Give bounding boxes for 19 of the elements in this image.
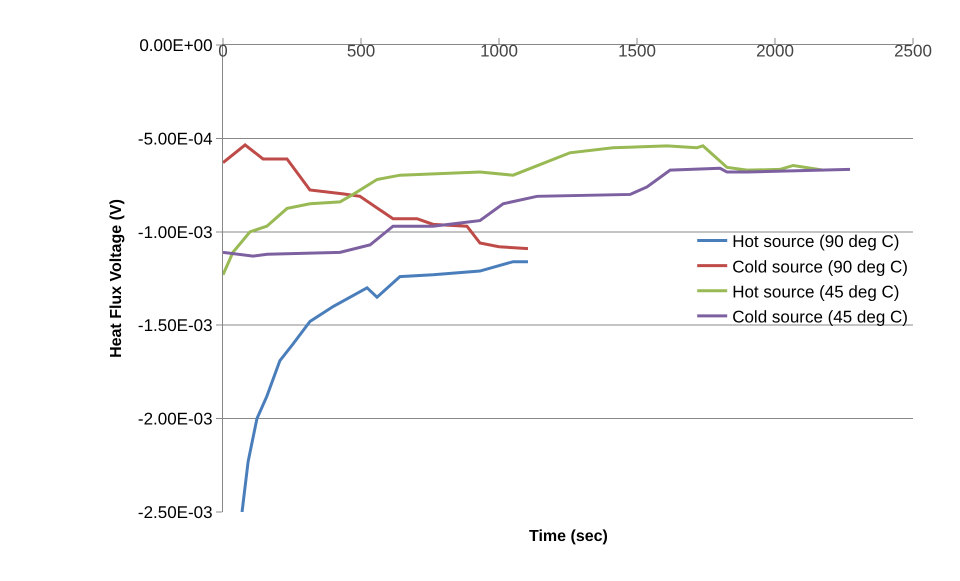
y-axis-title: Heat Flux Voltage (V) (108, 199, 125, 358)
y-tick-label: -1.50E-03 (138, 316, 213, 336)
y-tick-label: -1.00E-03 (138, 222, 213, 242)
legend-label: Cold source (90 deg C) (732, 257, 908, 276)
legend-label: Cold source (45 deg C) (732, 307, 908, 326)
x-tick-label: 1000 (480, 42, 518, 60)
line-series (223, 143, 530, 250)
x-tick-label: 500 (346, 42, 376, 60)
legend-label: Hot source (90 deg C) (732, 232, 900, 252)
y-tick-label: 0.00E+00 (139, 36, 213, 55)
line-series (240, 260, 530, 512)
x-tick-label: 2500 (894, 42, 932, 60)
x-tick-label: 1500 (618, 42, 656, 60)
y-tick-label: -2.00E-03 (138, 410, 213, 429)
y-tick-label: -2.50E-03 (138, 502, 213, 522)
x-axis-title: Time (sec) (529, 528, 608, 545)
x-tick-label: 2000 (756, 42, 794, 60)
y-tick-label: -5.00E-04 (138, 129, 213, 148)
legend-label: Hot source (45 deg C) (732, 282, 900, 302)
